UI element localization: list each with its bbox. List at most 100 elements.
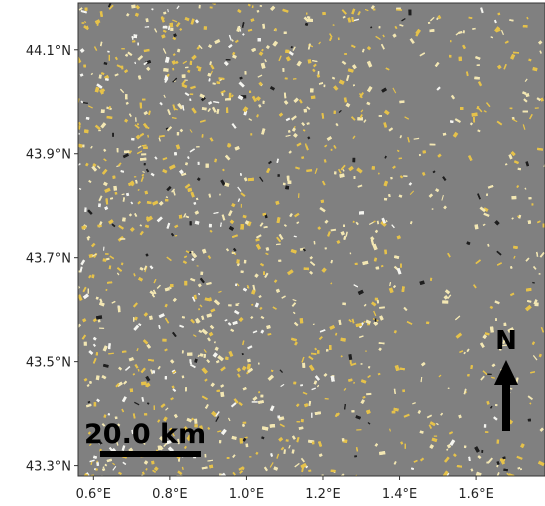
land-cover-patch	[499, 348, 502, 351]
land-cover-patch	[209, 137, 214, 142]
land-cover-patch	[98, 74, 102, 79]
land-cover-patch	[456, 465, 463, 468]
land-cover-patch	[196, 65, 200, 69]
land-cover-patch	[209, 61, 212, 65]
land-cover-patch	[157, 419, 161, 423]
land-cover-patch	[96, 461, 100, 467]
land-cover-patch	[194, 418, 198, 424]
land-cover-patch	[130, 201, 134, 205]
land-cover-patch	[93, 402, 97, 407]
land-cover-patch	[143, 110, 149, 116]
land-cover-patch	[299, 318, 304, 324]
land-cover-patch	[260, 329, 265, 334]
land-cover-patch	[276, 236, 282, 243]
land-cover-patch	[160, 403, 166, 408]
land-cover-patch	[142, 98, 146, 101]
land-cover-patch	[208, 78, 211, 82]
land-cover-patch	[132, 40, 136, 43]
land-cover-patch	[376, 220, 380, 225]
land-cover-patch	[114, 73, 119, 77]
land-cover-patch	[539, 252, 545, 258]
land-cover-patch	[442, 300, 449, 304]
land-cover-patch	[99, 327, 105, 329]
land-cover-patch	[91, 253, 97, 257]
land-cover-patch	[143, 312, 148, 317]
land-cover-patch	[330, 228, 337, 232]
land-cover-patch	[139, 132, 145, 137]
land-cover-patch	[98, 203, 101, 208]
land-cover-patch	[256, 234, 262, 239]
land-cover-patch	[366, 46, 372, 51]
land-cover-patch	[173, 152, 177, 156]
land-cover-patch	[378, 115, 382, 117]
land-cover-patch	[494, 19, 497, 24]
land-cover-patch	[332, 24, 335, 26]
land-cover-patch	[136, 123, 140, 126]
land-cover-patch	[147, 110, 151, 116]
land-cover-patch	[82, 102, 88, 104]
land-cover-patch	[302, 391, 308, 395]
land-cover-patch	[447, 387, 450, 389]
land-cover-patch	[208, 331, 214, 337]
land-cover-patch	[426, 414, 433, 419]
x-tick-label: 1.0°E	[229, 487, 264, 502]
land-cover-patch	[120, 170, 125, 173]
land-cover-patch	[509, 266, 513, 269]
land-cover-patch	[404, 443, 406, 449]
land-cover-patch	[172, 67, 175, 71]
land-cover-patch	[161, 34, 166, 39]
land-cover-patch	[217, 355, 224, 362]
land-cover-patch	[85, 162, 89, 167]
land-cover-patch	[262, 23, 266, 29]
land-cover-patch	[208, 223, 212, 228]
land-cover-patch	[116, 267, 123, 272]
land-cover-patch	[482, 334, 487, 339]
land-cover-patch	[511, 195, 517, 200]
land-cover-patch	[288, 51, 294, 56]
land-cover-patch	[134, 61, 137, 65]
land-cover-patch	[163, 416, 168, 422]
land-cover-patch	[399, 100, 405, 104]
land-cover-patch	[237, 186, 242, 192]
land-cover-patch	[132, 413, 136, 419]
land-cover-patch	[189, 148, 195, 153]
land-cover-patch	[285, 56, 291, 62]
land-cover-patch	[357, 184, 363, 188]
land-cover-patch	[217, 430, 222, 433]
land-cover-patch	[431, 208, 434, 210]
land-cover-patch	[225, 59, 231, 61]
land-cover-patch	[157, 445, 162, 451]
land-cover-patch	[162, 168, 168, 174]
land-cover-patch	[403, 175, 408, 177]
land-cover-patch	[396, 235, 401, 240]
land-cover-patch	[450, 40, 452, 43]
land-cover-patch	[319, 329, 326, 333]
land-cover-patch	[136, 347, 139, 352]
land-cover-patch	[185, 215, 190, 219]
land-cover-patch	[393, 407, 399, 412]
land-cover-patch	[362, 260, 369, 266]
land-cover-patch	[157, 365, 161, 370]
land-cover-patch	[190, 363, 196, 369]
land-cover-patch	[87, 431, 91, 435]
land-cover-patch	[349, 360, 352, 365]
land-cover-patch	[133, 273, 136, 277]
land-cover-patch	[214, 39, 221, 44]
land-cover-patch	[428, 193, 433, 198]
land-cover-patch	[100, 122, 107, 129]
scale-bar-label: 20.0 km	[84, 419, 206, 450]
land-cover-patch	[143, 123, 149, 129]
land-cover-patch	[513, 255, 516, 259]
land-cover-patch	[135, 179, 138, 184]
land-cover-patch	[383, 122, 388, 128]
land-cover-patch	[310, 95, 316, 100]
land-cover-patch	[84, 7, 88, 11]
land-cover-patch	[466, 71, 469, 77]
land-cover-patch	[172, 370, 177, 374]
land-cover-patch	[431, 437, 438, 443]
land-cover-patch	[318, 441, 323, 447]
land-cover-patch	[308, 469, 312, 473]
land-cover-patch	[540, 327, 545, 333]
land-cover-patch	[381, 217, 386, 224]
land-cover-patch	[329, 33, 333, 38]
